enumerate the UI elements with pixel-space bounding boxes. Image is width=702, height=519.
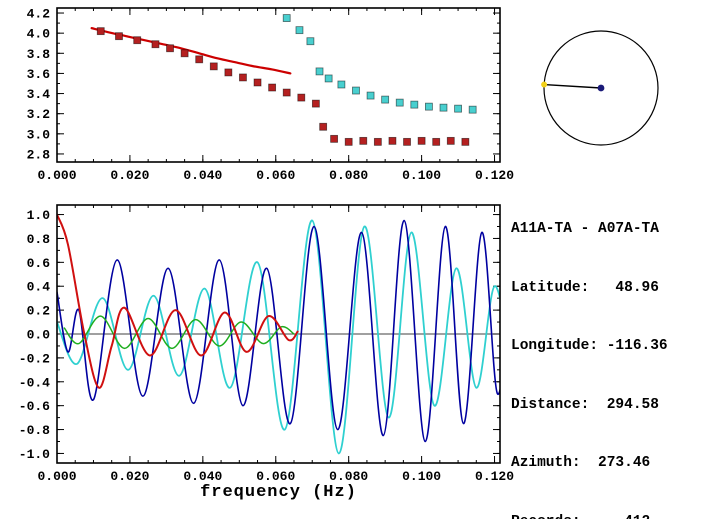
- x-tick-label: 0.000: [37, 469, 76, 484]
- phase-velocity-cyan-marker: [425, 102, 433, 111]
- phase-velocity-cyan-marker: [352, 86, 360, 95]
- phase-velocity-red-marker: [268, 83, 277, 92]
- phase-velocity-cyan-marker: [454, 104, 462, 113]
- dispersion-plot: 0.000 0.020 0.040 0.060 0.080 0.100 0.120 2.8 3.…: [27, 7, 515, 183]
- remote-station-dot: [541, 81, 548, 88]
- y-tick-label: 4.2: [27, 7, 51, 22]
- y-tick-label: 0.0: [27, 328, 51, 343]
- station-pair-label: A11A-TA - A07A-TA: [511, 221, 659, 237]
- phase-velocity-red-marker: [359, 136, 368, 145]
- azimuth-line: Azimuth: 273.46: [511, 455, 651, 471]
- phase-velocity-cyan-marker: [306, 37, 315, 46]
- y-tick-label: 0.6: [27, 256, 51, 271]
- waveform-cyan: [57, 219, 500, 455]
- phase-velocity-cyan-marker: [282, 14, 291, 22]
- x-tick-label: 0.120: [475, 168, 514, 183]
- phase-velocity-cyan-marker: [315, 67, 324, 76]
- y-tick-label: -1.0: [19, 447, 50, 462]
- x-axis-title: frequency (Hz): [200, 483, 357, 502]
- azimuth-diagram: [541, 30, 659, 146]
- phase-velocity-red-marker: [282, 88, 291, 97]
- phase-velocity-red-marker: [403, 137, 411, 146]
- phase-velocity-cyan-marker: [324, 74, 333, 83]
- waveform-navy: [57, 219, 500, 443]
- phase-velocity-red-marker: [344, 137, 353, 146]
- reference-dispersion-curve: [90, 27, 292, 75]
- phase-velocity-red-marker: [180, 49, 189, 58]
- center-station-dot: [597, 84, 605, 92]
- y-tick-label: 3.4: [27, 87, 51, 102]
- waveform-red: [57, 213, 299, 389]
- phase-velocity-cyan-marker: [439, 103, 448, 112]
- phase-velocity-cyan-marker: [337, 80, 346, 89]
- records-line: Records: 412: [511, 513, 668, 519]
- azimuth-path-line: [544, 83, 602, 89]
- y-tick-label: -0.2: [19, 351, 50, 366]
- phase-velocity-red-marker: [253, 78, 262, 87]
- phase-velocity-red-marker: [461, 137, 470, 146]
- x-tick-label: 0.120: [475, 469, 514, 484]
- x-tick-label: 0.020: [110, 469, 149, 484]
- y-tick-label: 0.2: [27, 304, 51, 319]
- phase-velocity-cyan-marker: [366, 91, 375, 100]
- phase-velocity-cyan-marker: [395, 98, 404, 107]
- phase-velocity-red-marker: [133, 36, 142, 45]
- x-tick-label: 0.000: [37, 168, 76, 183]
- phase-velocity-red-marker: [388, 136, 397, 145]
- phase-velocity-red-marker: [96, 27, 105, 36]
- y-tick-label: 1.0: [27, 208, 51, 223]
- x-tick-label: 0.060: [256, 168, 295, 183]
- spectrum-frame: [56, 204, 501, 464]
- x-tick-label: 0.080: [329, 168, 368, 183]
- phase-velocity-red-marker: [195, 55, 204, 64]
- y-tick-label: -0.8: [19, 423, 50, 438]
- x-tick-label: 0.040: [183, 469, 222, 484]
- spectrum-plot: 0.000 0.020 0.040 0.060 0.080 0.100 0.120 -1.0 -…: [19, 204, 514, 484]
- phase-velocity-red-marker: [297, 93, 306, 102]
- y-tick-label: 0.4: [27, 280, 51, 295]
- phase-velocity-red-marker: [373, 137, 382, 146]
- phase-velocity-red-marker: [446, 136, 455, 145]
- x-tick-label: 0.080: [329, 469, 368, 484]
- phase-velocity-cyan-marker: [468, 105, 477, 114]
- phase-velocity-red-marker: [151, 40, 160, 49]
- y-tick-label: 3.0: [27, 127, 51, 142]
- station-info: A11A-TA - A07A-TA Latitude: 48.96 Longit…: [511, 181, 668, 519]
- x-tick-label: 0.060: [256, 469, 295, 484]
- phase-velocity-cyan-marker: [410, 100, 419, 109]
- azimuth-circle: [543, 30, 659, 146]
- y-tick-label: 0.8: [27, 232, 51, 247]
- y-tick-label: 3.6: [27, 67, 51, 82]
- y-tick-label: 3.2: [27, 107, 51, 122]
- phase-velocity-red-marker: [432, 137, 441, 146]
- waveform-green: [63, 315, 295, 350]
- phase-velocity-red-marker: [115, 32, 123, 41]
- longitude-line: Longitude: -116.36: [511, 338, 668, 354]
- phase-velocity-cyan-marker: [381, 95, 390, 104]
- latitude-line: Latitude: 48.96: [511, 279, 659, 296]
- x-tick-label: 0.040: [183, 168, 222, 183]
- y-tick-label: 4.0: [27, 27, 51, 42]
- y-tick-label: 3.8: [27, 47, 51, 62]
- phase-velocity-red-marker: [239, 73, 247, 82]
- x-tick-label: 0.100: [402, 168, 441, 183]
- phase-velocity-cyan-marker: [295, 26, 304, 35]
- y-tick-label: -0.6: [19, 399, 50, 414]
- dispersion-frame: [56, 7, 501, 163]
- phase-velocity-red-marker: [224, 68, 233, 77]
- x-tick-label: 0.100: [402, 469, 441, 484]
- phase-velocity-red-marker: [311, 99, 320, 108]
- x-tick-label: 0.020: [110, 168, 149, 183]
- phase-velocity-red-marker: [330, 134, 339, 143]
- y-tick-label: 2.8: [27, 147, 51, 162]
- phase-velocity-red-marker: [417, 136, 426, 145]
- y-tick-label: -0.4: [19, 375, 50, 390]
- phase-velocity-red-marker: [166, 44, 174, 53]
- phase-velocity-red-marker: [319, 122, 328, 131]
- distance-line: Distance: 294.58: [511, 396, 659, 413]
- phase-velocity-red-marker: [209, 62, 218, 71]
